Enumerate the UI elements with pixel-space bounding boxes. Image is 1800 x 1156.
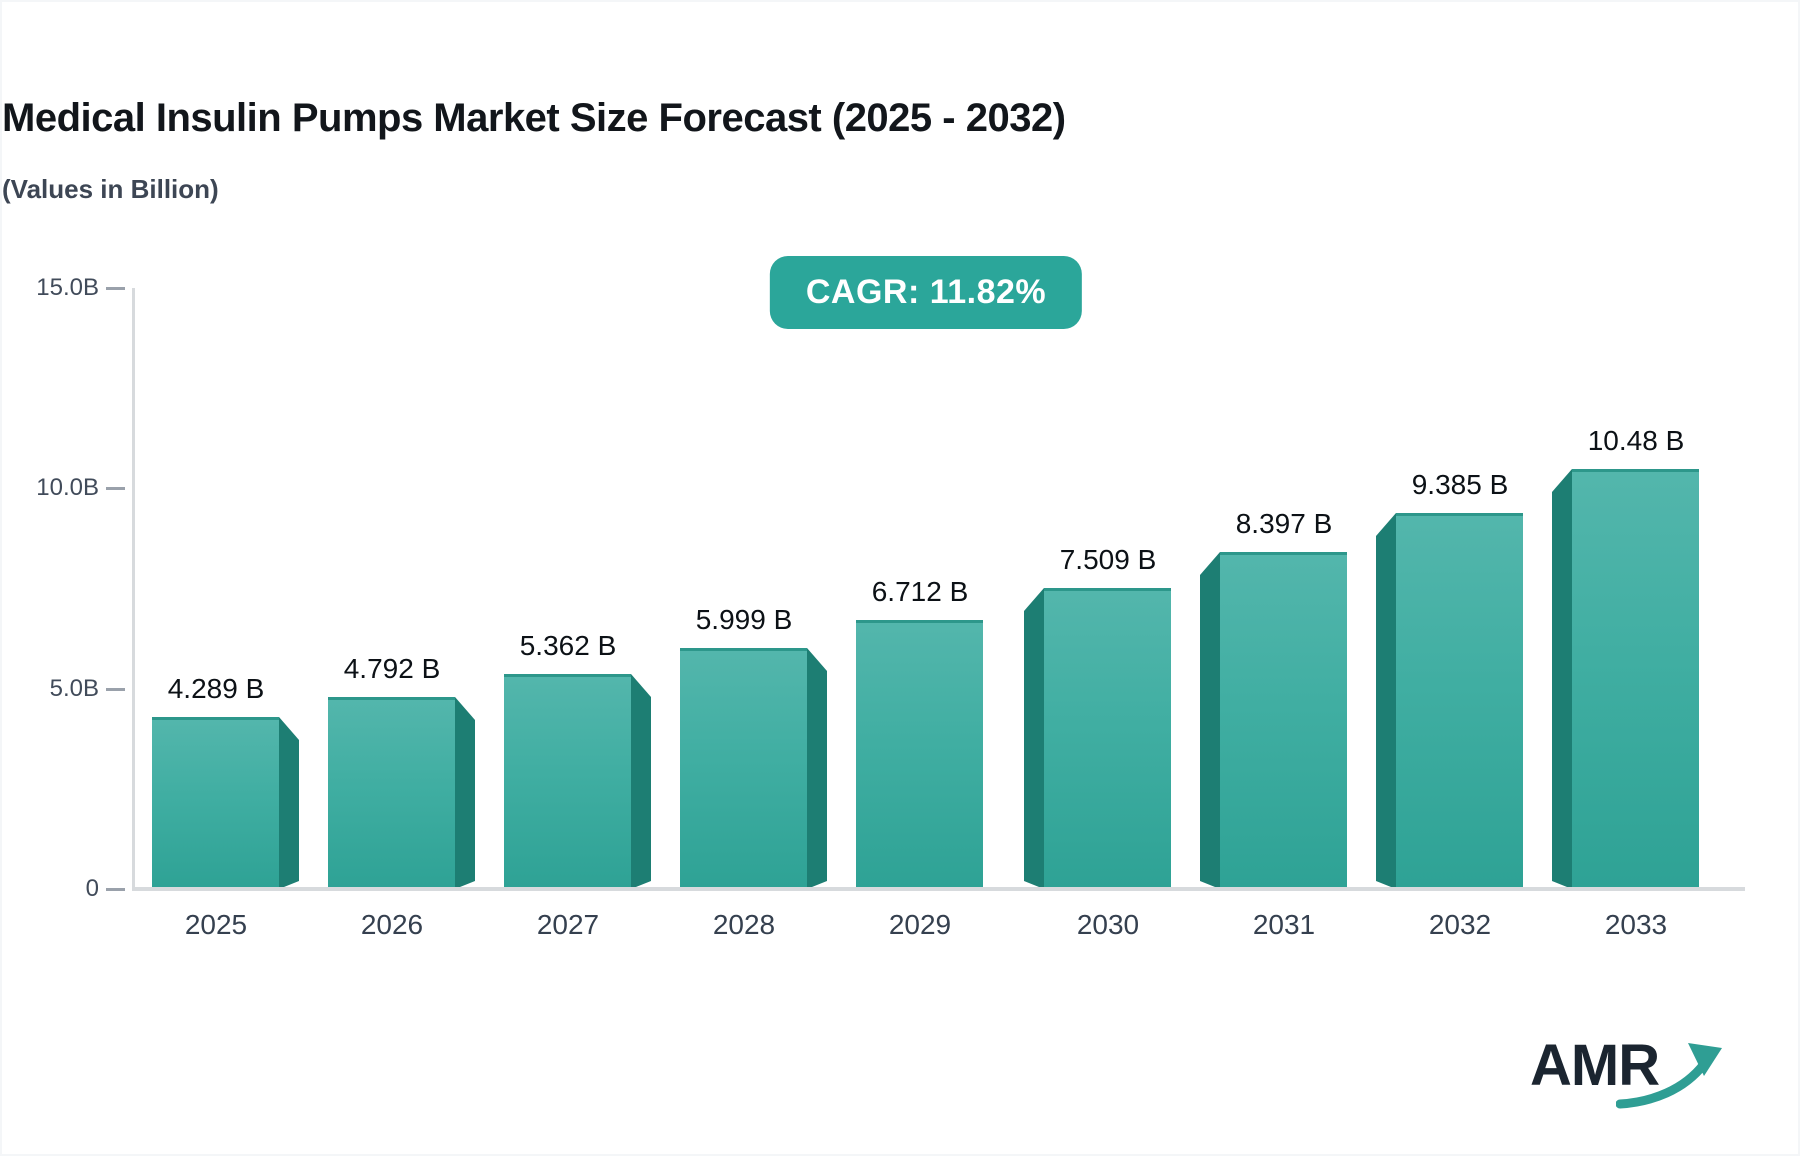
bar-side bbox=[455, 697, 475, 889]
bar bbox=[1396, 513, 1523, 889]
bar-year-label: 2029 bbox=[888, 909, 952, 940]
amr-logo: AMR bbox=[1530, 1032, 1730, 1122]
y-tick-label: 0 bbox=[85, 875, 99, 902]
bar-value-label: 5.999 B bbox=[695, 604, 793, 635]
bar-value-label: 7.509 B bbox=[1059, 544, 1157, 575]
bar-value-label: 5.362 B bbox=[519, 630, 617, 661]
y-axis-line bbox=[132, 288, 135, 889]
bar-year-label: 2025 bbox=[184, 909, 248, 940]
bar-value-label: 8.397 B bbox=[1235, 508, 1333, 539]
bar-side bbox=[1376, 513, 1396, 889]
bar-year-label: 2032 bbox=[1428, 909, 1492, 940]
bar-side bbox=[1552, 469, 1572, 889]
chart-title: Medical Insulin Pumps Market Size Foreca… bbox=[2, 96, 1066, 140]
y-tick-dash bbox=[106, 688, 125, 691]
bar-year-label: 2030 bbox=[1076, 909, 1140, 940]
cagr-badge: CAGR: 11.82% bbox=[769, 256, 1083, 329]
bar-year-label: 2033 bbox=[1604, 909, 1668, 940]
logo-growth-arrow-icon bbox=[1616, 1043, 1722, 1109]
bar-side bbox=[631, 674, 651, 889]
bar-year-label: 2027 bbox=[536, 909, 600, 940]
chart-subtitle: (Values in Billion) bbox=[2, 174, 219, 204]
bar bbox=[1220, 552, 1347, 889]
bar-value-label: 9.385 B bbox=[1411, 469, 1509, 500]
bar-value-label: 6.712 B bbox=[871, 576, 969, 607]
bar bbox=[504, 674, 631, 889]
bar-year-label: 2028 bbox=[712, 909, 776, 940]
bar-year-label: 2026 bbox=[360, 909, 424, 940]
bar-value-label: 10.48 B bbox=[1587, 425, 1685, 456]
y-tick-dash bbox=[106, 487, 125, 490]
bar-side bbox=[1024, 588, 1044, 889]
bar bbox=[1572, 469, 1699, 889]
amr-logo-text: AMR bbox=[1530, 1033, 1660, 1098]
bar-value-label: 4.792 B bbox=[343, 653, 441, 684]
bar bbox=[680, 648, 807, 889]
x-axis-baseline bbox=[132, 887, 1745, 891]
bar bbox=[328, 697, 455, 889]
bar bbox=[1044, 588, 1171, 889]
y-tick-label: 15.0B bbox=[36, 274, 99, 301]
y-tick-label: 5.0B bbox=[49, 675, 99, 702]
y-tick-dash bbox=[106, 287, 125, 290]
y-tick-label: 10.0B bbox=[36, 474, 99, 501]
bar-side bbox=[279, 717, 299, 889]
bar-side bbox=[807, 648, 827, 889]
bar-value-label: 4.289 B bbox=[167, 673, 265, 704]
bar bbox=[856, 620, 983, 889]
y-tick-dash bbox=[106, 888, 125, 891]
bar bbox=[152, 717, 279, 889]
bar-year-label: 2031 bbox=[1252, 909, 1316, 940]
bar-side bbox=[1200, 552, 1220, 889]
